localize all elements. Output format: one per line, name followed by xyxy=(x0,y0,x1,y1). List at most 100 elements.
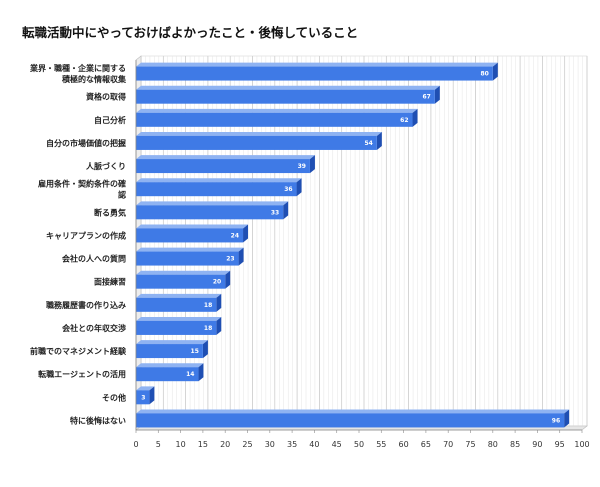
x-tick-label: 35 xyxy=(287,440,297,449)
category-label-line: 人脈づくり xyxy=(86,161,126,171)
bar-side xyxy=(216,293,222,312)
category-label: 職務履歴書の作り込み xyxy=(46,300,126,310)
bar-top xyxy=(136,270,231,275)
category-label: 特に後悔はない xyxy=(70,415,126,425)
x-tick-label: 40 xyxy=(309,440,319,449)
category-label: 会社の人への質問 xyxy=(62,254,126,264)
bar-value-label: 24 xyxy=(231,232,239,239)
bar-side xyxy=(202,340,208,359)
bar-side xyxy=(198,363,204,382)
bar-top xyxy=(136,409,570,414)
category-label: 会社との年収交渉 xyxy=(62,323,126,333)
category-label: 前職でのマネジメント経験 xyxy=(30,346,127,356)
bar-top xyxy=(136,247,244,252)
category-label-line: 会社との年収交渉 xyxy=(62,323,126,333)
bar-side xyxy=(149,386,155,405)
bar xyxy=(136,413,565,428)
x-tick-label: 55 xyxy=(376,440,386,449)
bar-top xyxy=(136,363,204,368)
bar-value-label: 96 xyxy=(552,417,560,424)
bar-side xyxy=(492,62,498,81)
x-tick-label: 85 xyxy=(510,440,520,449)
bar-value-label: 36 xyxy=(284,186,292,193)
category-label-line: 特に後悔はない xyxy=(70,415,126,425)
x-tick-label: 80 xyxy=(488,440,498,449)
bar-side xyxy=(376,131,382,150)
x-tick-label: 95 xyxy=(555,440,565,449)
category-label: その他 xyxy=(102,392,126,402)
x-tick-label: 10 xyxy=(176,440,186,449)
x-tick-label: 0 xyxy=(133,440,138,449)
category-label: キャリアプランの作成 xyxy=(46,230,126,240)
bar-side xyxy=(283,201,289,220)
bar-side xyxy=(309,155,315,174)
bar-top xyxy=(136,85,440,90)
category-label-line: キャリアプランの作成 xyxy=(46,230,126,240)
bar-top xyxy=(136,340,208,345)
category-label: 人脈づくり xyxy=(86,161,126,171)
category-label-line: 業界・職種・企業に関する xyxy=(29,63,126,73)
category-label-line: 積極的な情報収集 xyxy=(61,74,127,84)
bar xyxy=(136,89,435,104)
category-label-line: 職務履歴書の作り込み xyxy=(46,300,126,310)
x-tick-label: 45 xyxy=(332,440,342,449)
category-label: 自己分析 xyxy=(94,115,126,125)
category-label-line: 雇用条件・契約条件の確 xyxy=(37,179,126,189)
bar-side xyxy=(564,409,570,428)
bar-value-label: 80 xyxy=(480,71,488,78)
x-tick-label: 75 xyxy=(465,440,475,449)
bar-value-label: 20 xyxy=(213,279,221,286)
x-tick-label: 70 xyxy=(443,440,453,449)
bar-top xyxy=(136,108,418,113)
x-tick-label: 100 xyxy=(574,440,589,449)
category-label: 業界・職種・企業に関する積極的な情報収集 xyxy=(29,63,127,84)
bar-top xyxy=(136,293,222,298)
bar-side xyxy=(216,316,222,335)
bar-top xyxy=(136,224,249,229)
category-label: 面接練習 xyxy=(94,277,126,287)
chart-title: 転職活動中にやっておけばよかったこと・後悔していること xyxy=(22,25,359,40)
bar xyxy=(136,228,244,243)
bar xyxy=(136,205,284,220)
bar-top xyxy=(136,201,289,206)
bar-value-label: 33 xyxy=(271,209,279,216)
bar-value-label: 54 xyxy=(364,140,372,147)
category-label: 断る勇気 xyxy=(94,207,126,217)
bar-side xyxy=(296,178,302,197)
x-tick-label: 5 xyxy=(156,440,161,449)
x-tick-label: 15 xyxy=(198,440,208,449)
x-tick-label: 30 xyxy=(265,440,275,449)
bar-side xyxy=(412,108,418,127)
bar xyxy=(136,251,239,266)
bar-side xyxy=(225,270,231,289)
category-label: 資格の取得 xyxy=(86,92,126,102)
bar xyxy=(136,297,217,312)
category-label: 転職エージェントの活用 xyxy=(38,369,126,379)
bar-top xyxy=(136,62,498,67)
bar-value-label: 14 xyxy=(186,371,194,378)
bar-value-label: 15 xyxy=(191,348,199,355)
bar-value-label: 62 xyxy=(400,117,408,124)
category-label-line: 認 xyxy=(118,190,126,200)
bar xyxy=(136,182,297,197)
category-label-line: その他 xyxy=(102,392,126,402)
x-tick-label: 65 xyxy=(421,440,431,449)
x-tick-label: 50 xyxy=(354,440,364,449)
category-label-line: 面接練習 xyxy=(94,277,126,287)
bar xyxy=(136,135,377,150)
bar xyxy=(136,390,150,405)
category-label-line: 断る勇気 xyxy=(94,207,126,217)
category-label-line: 前職でのマネジメント経験 xyxy=(30,346,127,356)
bar xyxy=(136,367,199,382)
x-tick-label: 20 xyxy=(220,440,230,449)
bar-side xyxy=(238,247,244,266)
bar-value-label: 23 xyxy=(226,256,234,263)
bar xyxy=(136,344,203,359)
bar-top xyxy=(136,316,222,321)
bar-value-label: 18 xyxy=(204,302,212,309)
bar xyxy=(136,66,493,81)
category-label: 自分の市場価値の把握 xyxy=(46,138,126,148)
bar-top xyxy=(136,131,382,136)
